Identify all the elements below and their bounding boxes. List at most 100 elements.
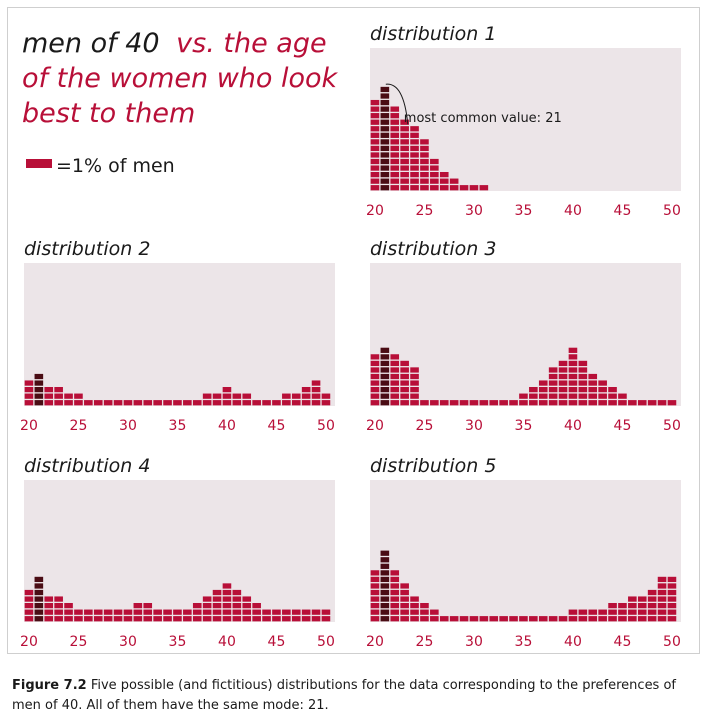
- bar-cell: [667, 609, 677, 615]
- figure-title-line2: of the women who look: [22, 63, 339, 94]
- bar-cell: [370, 583, 380, 589]
- bar-cell: [390, 400, 400, 406]
- bar-28: [449, 400, 459, 406]
- bar-cell: [410, 596, 419, 602]
- bar-cell: [222, 596, 232, 602]
- bar-cell: [568, 367, 578, 373]
- bar-cell: [202, 616, 212, 622]
- bar-cell: [618, 603, 627, 609]
- bar-cell: [400, 139, 409, 145]
- bar-cell: [430, 158, 439, 165]
- bar-cell: [420, 178, 429, 184]
- bar-cell: [370, 603, 380, 609]
- bar-35: [519, 393, 528, 406]
- bar-cell: [64, 393, 73, 399]
- bar-cell: [430, 400, 439, 406]
- bar-39: [558, 360, 568, 406]
- bar-21: [380, 347, 390, 406]
- tick-label-40: 40: [564, 203, 582, 219]
- bar-cell: [400, 387, 409, 393]
- tick-label-50: 50: [317, 418, 335, 434]
- bar-cell: [380, 589, 390, 596]
- tick-label-35: 35: [169, 418, 187, 434]
- bar-cell: [578, 380, 588, 386]
- bar-cell: [380, 616, 390, 622]
- bar-cell: [34, 387, 44, 393]
- bar-cell: [143, 400, 153, 406]
- bar-cell: [538, 616, 548, 622]
- bar-cell: [192, 603, 202, 609]
- bar-cell: [380, 93, 390, 99]
- bar-cell: [588, 387, 598, 393]
- bar-cell: [558, 380, 568, 386]
- legend-label: =1% of men: [56, 155, 175, 177]
- bar-cell: [449, 400, 459, 406]
- bar-cell: [143, 616, 153, 622]
- bar-cell: [93, 616, 103, 622]
- bar-cell: [568, 373, 578, 380]
- bar-cell: [370, 165, 380, 171]
- bar-cell: [390, 178, 400, 184]
- bar-cell: [282, 400, 291, 406]
- bar-cell: [24, 393, 34, 399]
- bar-40: [222, 387, 232, 406]
- bar-cell: [370, 178, 380, 184]
- bar-47: [291, 393, 301, 406]
- bar-cell: [390, 354, 400, 360]
- bar-cell: [232, 589, 242, 596]
- bar-cell: [34, 583, 44, 589]
- bar-30: [469, 400, 479, 406]
- bar-cell: [439, 172, 449, 178]
- bar-cell: [410, 367, 419, 373]
- bar-27: [439, 616, 449, 622]
- bar-41: [578, 609, 588, 622]
- bar-cell: [519, 400, 528, 406]
- bar-cell: [410, 165, 419, 171]
- panel-title: distribution 4: [24, 455, 150, 477]
- panel-title: distribution 1: [370, 23, 496, 45]
- bar-cell: [370, 119, 380, 125]
- bar-46: [628, 596, 637, 622]
- bar-cell: [64, 400, 73, 406]
- bar-cell: [54, 393, 63, 399]
- bar-31: [133, 400, 143, 406]
- bar-cell: [400, 158, 409, 165]
- bar-cell: [637, 603, 647, 609]
- bar-cell: [380, 576, 390, 583]
- bar-cell: [34, 589, 44, 596]
- tick-label-25: 25: [70, 634, 88, 650]
- bar-cell: [400, 367, 409, 373]
- tick-label-20: 20: [20, 634, 38, 650]
- bar-cell: [370, 360, 380, 367]
- bar-cell: [380, 387, 390, 393]
- bar-cell: [212, 603, 222, 609]
- bar-25: [420, 139, 429, 191]
- bar-cell: [291, 616, 301, 622]
- bar-cell: [548, 616, 558, 622]
- figure-title-line1: men of 40 vs. the age: [22, 28, 327, 59]
- bar-cell: [410, 603, 419, 609]
- bar-27: [439, 172, 449, 191]
- bar-23: [400, 583, 409, 622]
- bar-cell: [153, 616, 162, 622]
- bar-cell: [202, 400, 212, 406]
- bar-45: [618, 393, 627, 406]
- bar-cell: [529, 616, 538, 622]
- bar-23: [54, 387, 63, 406]
- tick-label-40: 40: [564, 418, 582, 434]
- bar-cell: [242, 596, 252, 602]
- bar-26: [84, 609, 93, 622]
- tick-label-50: 50: [663, 203, 681, 219]
- bar-23: [54, 596, 63, 622]
- bar-cell: [311, 393, 321, 399]
- bar-cell: [667, 400, 677, 406]
- bar-47: [291, 609, 301, 622]
- bar-cell: [143, 603, 153, 609]
- panel-title: distribution 5: [370, 455, 496, 477]
- bar-cell: [84, 400, 93, 406]
- bar-cell: [400, 400, 409, 406]
- bar-cell: [242, 609, 252, 615]
- bar-23: [400, 119, 409, 191]
- bar-cell: [24, 616, 34, 622]
- bar-cell: [578, 360, 588, 367]
